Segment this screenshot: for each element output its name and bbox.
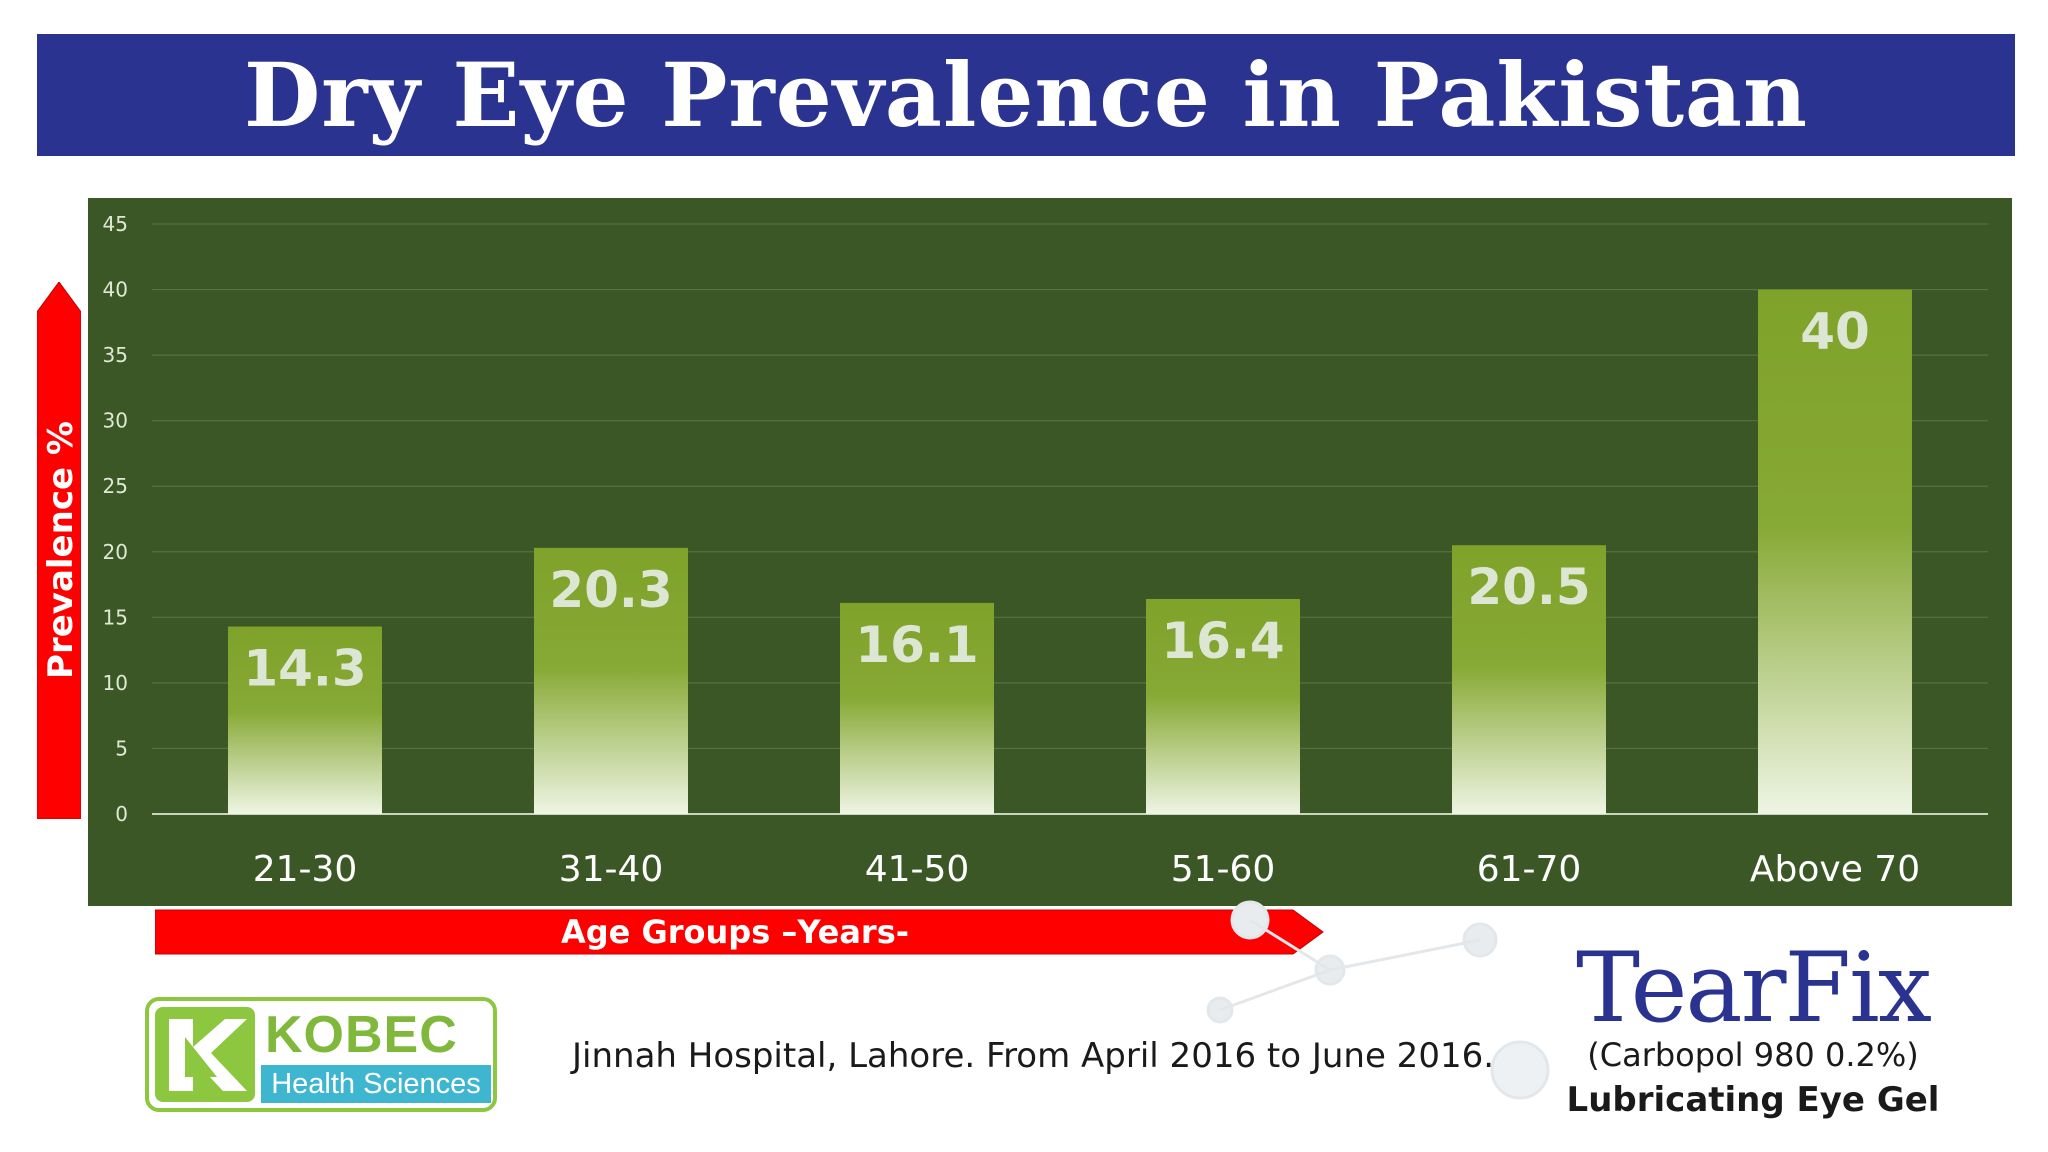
y-tick-label: 25 [103,474,128,498]
x-tick-label: Above 70 [1750,849,1920,890]
data-label: 16.1 [855,616,978,674]
y-tick-label: 45 [103,212,128,236]
y-tick-label: 15 [103,605,128,629]
x-tick-label: 21-30 [253,849,358,890]
data-label: 16.4 [1161,612,1284,670]
x-tick-label: 61-70 [1477,849,1582,890]
molecule-watermark [1206,900,1550,1100]
y-tick-label: 0 [115,802,128,826]
k-emblem-icon [155,1007,255,1102]
data-label: 20.5 [1467,558,1590,616]
data-label: 20.3 [549,561,672,619]
product-tagline: Lubricating Eye Gel [1566,1080,1940,1120]
bar-21-30 [228,626,382,814]
page-title: Dry Eye Prevalence in Pakistan [243,43,1809,147]
bar-61-70 [1452,545,1606,814]
y-tick-label: 35 [103,343,128,367]
kobec-logo: KOBEC Health Sciences [145,997,497,1112]
y-axis-arrow [37,282,81,819]
x-axis-label: Age Groups –Years- [560,913,910,951]
bar-above-70 [1758,289,1912,814]
y-tick-label: 20 [103,540,128,564]
y-tick-label: 40 [103,278,128,302]
y-axis-label: Prevalence % [41,421,81,679]
y-tick-label: 10 [103,671,128,695]
x-axis-arrow [155,909,1324,955]
x-tick-label: 51-60 [1171,849,1276,890]
y-tick-label: 5 [115,736,128,760]
data-label: 40 [1800,303,1870,361]
data-label: 14.3 [243,640,366,698]
product-formula: (Carbopol 980 0.2%) [1587,1036,1919,1074]
source-note: Jinnah Hospital, Lahore. From April 2016… [572,1036,1495,1076]
bar-51-60 [1146,598,1300,814]
x-tick-label: 31-40 [559,849,664,890]
logo-name: KOBEC [265,1006,458,1064]
y-tick-label: 30 [103,409,128,433]
bar-chart: 0 5 10 15 20 25 30 35 40 45 14.3 21-30 20.3 31-40 16.… [103,212,1988,890]
logo-subtitle: Health Sciences [261,1065,491,1103]
bar-41-50 [840,602,994,814]
title-banner: Dry Eye Prevalence in Pakistan [37,34,2015,156]
bar-31-40 [534,547,688,814]
chart-panel: 0 5 10 15 20 25 30 35 40 45 14.3 21-30 20.3 31-40 16.… [88,198,2012,906]
x-tick-label: 41-50 [865,849,970,890]
product-name: TearFix [1576,932,1932,1044]
